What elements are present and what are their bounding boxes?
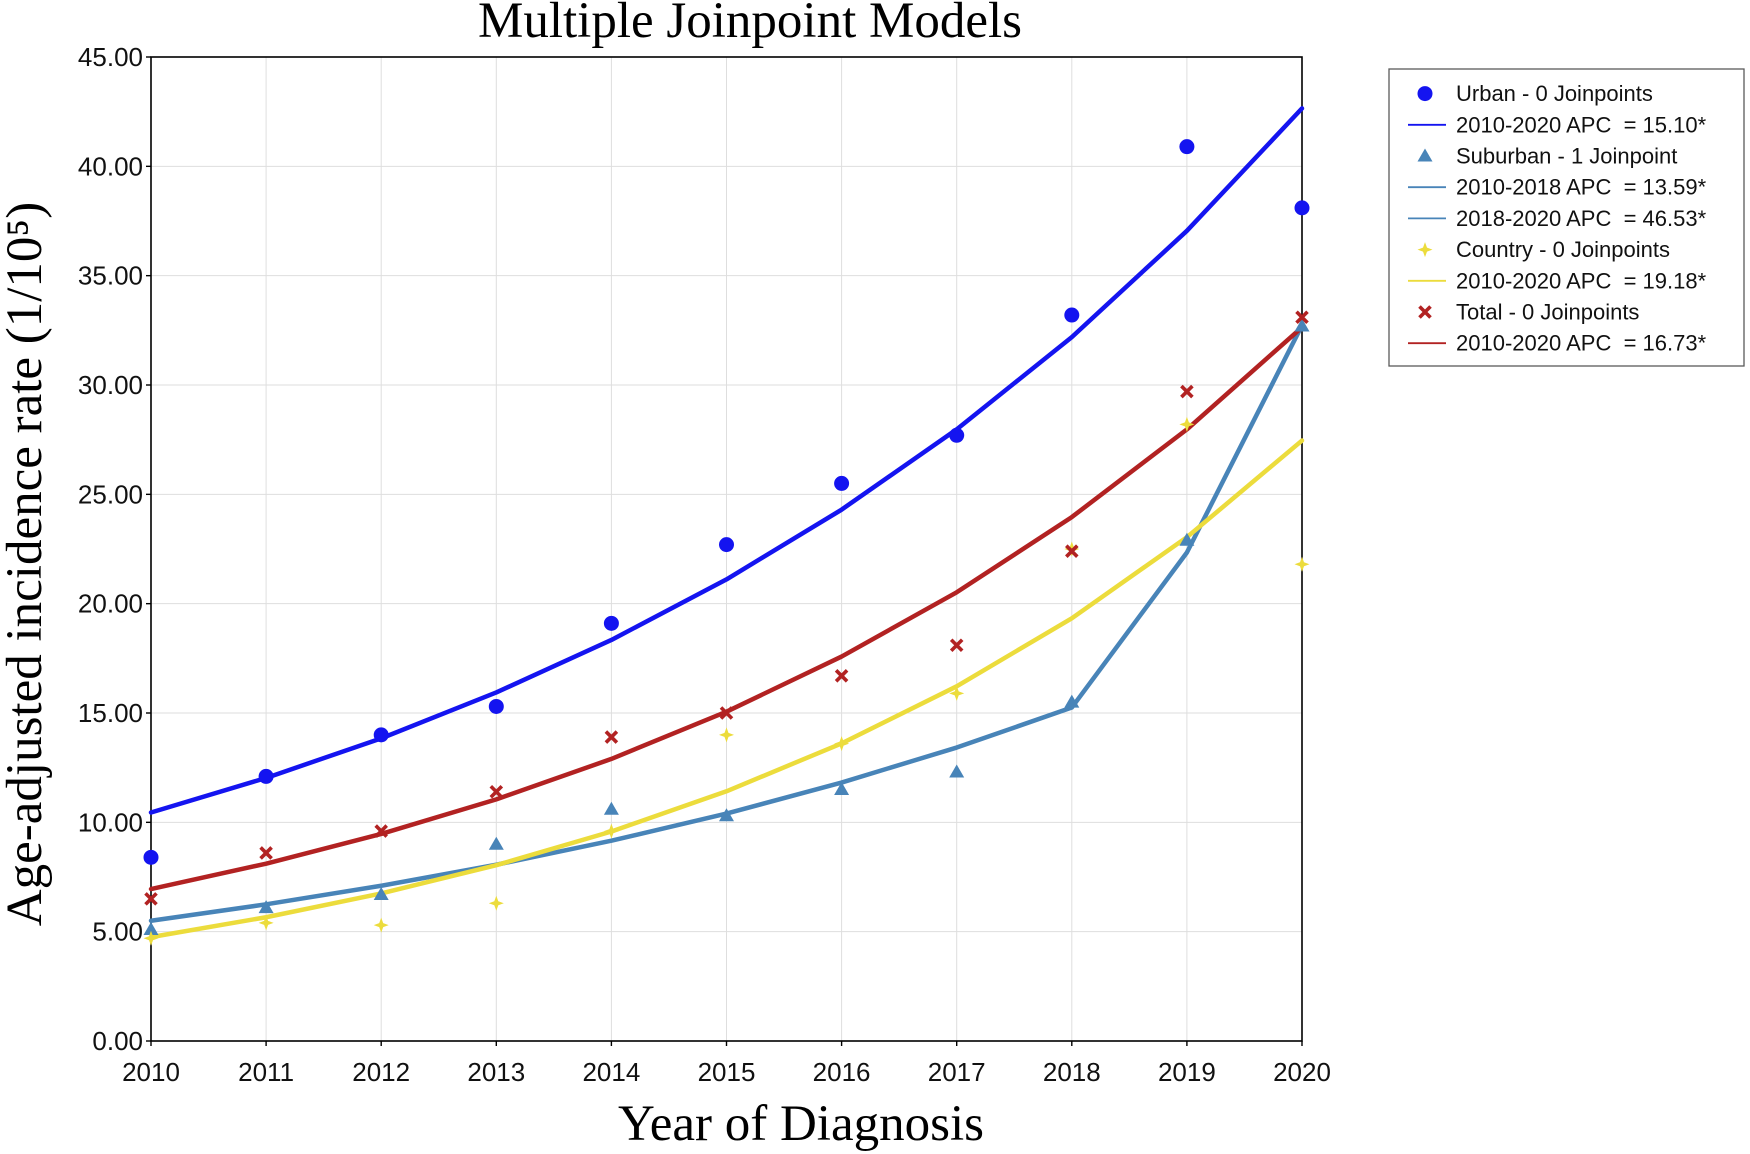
total-point-2015 [719,706,734,720]
urban-point-2017 [949,427,965,443]
x-tick-label: 2011 [238,1057,294,1087]
urban-point-2012 [373,727,389,743]
suburban-point-2011 [258,900,274,914]
legend-label: 2010-2020 APC = 15.10* [1456,112,1707,137]
x-tick-label: 2020 [1273,1057,1331,1087]
x-tick-label: 2014 [582,1057,640,1087]
legend-label: 2010-2018 APC = 13.59* [1456,175,1707,200]
x-tick-label: 2015 [698,1057,756,1087]
legend-item: Suburban - 1 Joinpoint [1417,144,1677,169]
legend-item: 2018-2020 APC = 46.53* [1408,206,1707,231]
total-point-2010 [144,892,158,906]
legend-item: 2010-2020 APC = 16.73* [1408,331,1707,356]
country-fit-line [148,438,1305,940]
y-tick-label: 35.00 [78,261,143,291]
urban-point-2014 [603,615,619,631]
suburban-point-2017 [949,764,965,778]
x-tick-label: 2017 [928,1057,986,1087]
total-point-2012 [374,824,388,838]
chart-title: Multiple Joinpoint Models [478,0,1022,49]
legend-item: 2010-2020 APC = 19.18* [1408,268,1707,293]
legend-marker-total [1418,305,1432,319]
legend-label: Urban - 0 Joinpoints [1456,81,1653,106]
country-point-2012 [373,917,389,933]
country-point-2020 [1294,556,1310,572]
total-point-2011 [259,846,273,860]
suburban-point-2015 [719,808,734,822]
suburban-point-2020 [1294,318,1310,332]
country-point-2013 [488,895,504,911]
suburban-point-2013 [488,836,504,850]
suburban-point-2012 [373,886,389,900]
urban-fit-line [148,106,1305,815]
legend-marker-urban [1417,86,1433,102]
legend-item: Urban - 0 Joinpoints [1417,81,1653,106]
y-axis-tick-labels: 0.00 5.00 10.00 15.00 20.00 25.00 30.00 35.00 40… [78,42,143,1056]
axis-tick-marks [146,56,1303,1046]
suburban-point-2016 [834,782,850,796]
legend-label: Total - 0 Joinpoints [1456,300,1639,325]
y-tick-label: 20.00 [78,589,143,619]
x-tick-label: 2013 [467,1057,525,1087]
y-axis-label: Age-adjusted incidence rate (1/10⁵) [0,202,53,926]
x-tick-label: 2016 [813,1057,871,1087]
total-point-2018 [1065,544,1079,558]
x-axis-tick-labels: 2010 2011 2012 2013 2014 2015 2016 2017 2018 2019… [122,1057,1331,1087]
y-tick-label: 10.00 [78,807,143,837]
y-tick-label: 25.00 [78,479,143,509]
urban-point-2019 [1179,139,1195,155]
country-point-2015 [719,727,734,743]
total-point-2019 [1180,384,1194,399]
urban-point-2010 [143,849,159,865]
legend-item: 2010-2020 APC = 15.10* [1408,112,1707,137]
y-tick-label: 0.00 [92,1026,143,1056]
legend-marker-suburban [1417,148,1433,162]
y-tick-label: 30.00 [78,370,143,400]
country-point-2011 [258,915,274,931]
observed-points [143,139,1310,946]
y-tick-label: 45.00 [78,42,143,72]
legend-item: Total - 0 Joinpoints [1418,300,1639,325]
urban-point-2016 [834,475,850,491]
legend-item: 2010-2018 APC = 13.59* [1408,175,1707,200]
country-point-2016 [834,736,850,752]
country-point-2017 [949,685,965,701]
total-point-2016 [834,669,849,683]
x-tick-label: 2012 [352,1057,410,1087]
total-point-2013 [489,784,504,799]
legend-label: 2010-2020 APC = 16.73* [1456,331,1707,356]
total-point-2017 [949,638,964,652]
country-point-2010 [143,930,159,946]
legend-item: Country - 0 Joinpoints [1417,237,1670,262]
y-tick-label: 40.00 [78,151,143,181]
urban-point-2015 [719,537,734,553]
y-tick-label: 15.00 [78,698,143,728]
suburban-point-2014 [603,801,619,815]
urban-point-2011 [258,768,274,784]
country-point-2014 [603,823,619,839]
suburban-point-2010 [143,921,159,935]
x-tick-label: 2019 [1158,1057,1216,1087]
legend-label: 2018-2020 APC = 46.53* [1456,206,1707,231]
suburban-point-2019 [1179,532,1195,546]
total-point-2020 [1295,310,1309,324]
suburban-point-2018 [1064,694,1080,708]
legend-label: 2010-2020 APC = 19.18* [1456,268,1707,293]
urban-point-2013 [488,698,504,714]
x-tick-label: 2018 [1043,1057,1101,1087]
legend-box [1388,68,1745,367]
country-point-2019 [1179,416,1195,432]
urban-point-2018 [1064,307,1080,323]
total-point-2014 [604,730,619,744]
plot-frame [150,56,1303,1042]
legend-marker-country [1417,242,1433,258]
x-axis-label: Year of Diagnosis [618,1096,984,1152]
legend-label: Suburban - 1 Joinpoint [1456,144,1677,169]
legend: Urban - 0 Joinpoints 2010-2020 APC = 15.1… [1388,68,1745,367]
x-tick-label: 2010 [122,1057,180,1087]
y-tick-label: 5.00 [92,917,143,947]
urban-point-2020 [1294,200,1310,216]
legend-label: Country - 0 Joinpoints [1456,237,1670,262]
